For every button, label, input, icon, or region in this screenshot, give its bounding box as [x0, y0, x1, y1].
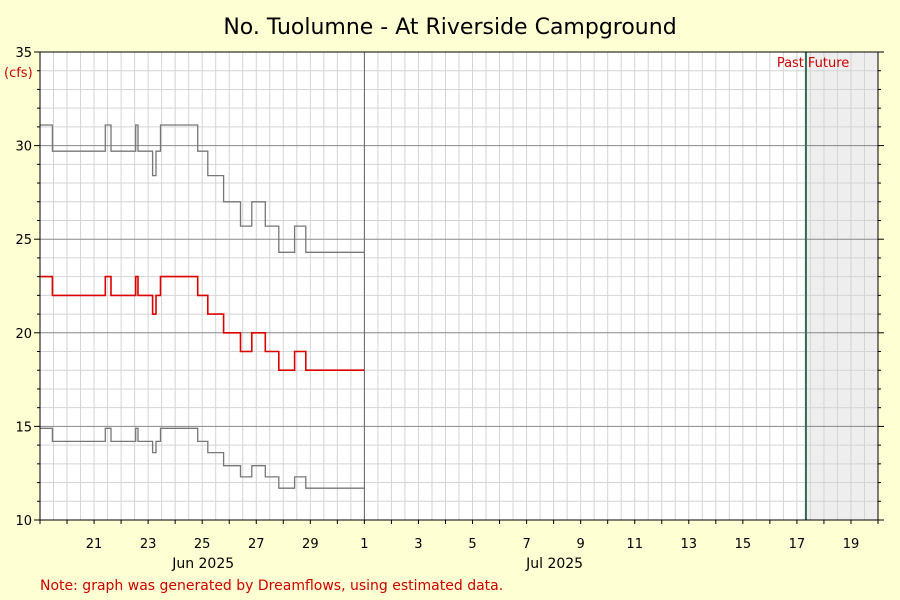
- data-source-note: Note: graph was generated by Dreamflows,…: [40, 578, 503, 594]
- minor-gridlines: [40, 52, 878, 520]
- month-label: Jul 2025: [525, 556, 583, 572]
- future-region: [805, 52, 878, 520]
- chart-title: No. Tuolumne - At Riverside Campground: [223, 15, 676, 40]
- series-layer: [40, 124, 365, 489]
- x-tick-label: 13: [681, 537, 698, 552]
- future-label: Future: [808, 56, 849, 71]
- y-tick-label: 15: [15, 420, 32, 435]
- y-tick-labels: 10 15 20 25 30 35: [15, 46, 32, 529]
- series-line-3: [40, 427, 365, 489]
- x-tick-label: 1: [360, 537, 368, 552]
- x-tick-label: 15: [735, 537, 752, 552]
- month-labels: Jun 2025 Jul 2025: [171, 556, 583, 572]
- series-line-1: [40, 124, 365, 253]
- x-tick-label: 3: [414, 537, 422, 552]
- x-tick-label: 9: [577, 537, 585, 552]
- series-line-2: [40, 275, 365, 372]
- x-tick-label: 25: [194, 537, 211, 552]
- y-tick-label: 25: [15, 233, 32, 248]
- x-tick-label: 7: [522, 537, 530, 552]
- x-tick-label: 29: [302, 537, 319, 552]
- plot-border: [39, 51, 879, 521]
- y-axis-unit-label: (cfs): [4, 66, 33, 81]
- x-tick-label: 19: [843, 537, 860, 552]
- x-tick-label: 27: [248, 537, 265, 552]
- x-tick-label: 17: [789, 537, 806, 552]
- y-tick-label: 10: [15, 514, 32, 529]
- y-tick-label: 30: [15, 140, 32, 155]
- y-tick-label: 35: [15, 46, 32, 61]
- x-tick-labels: 21 23 25 27 29 1 3 5 7 9 11 13 15 17 19: [86, 537, 859, 552]
- past-label: Past: [777, 56, 804, 71]
- major-gridlines: [40, 52, 878, 520]
- x-tick-label: 21: [86, 537, 103, 552]
- y-tick-label: 20: [15, 327, 32, 342]
- month-label: Jun 2025: [171, 556, 234, 572]
- x-tick-label: 23: [140, 537, 157, 552]
- x-tick-label: 11: [626, 537, 643, 552]
- x-tick-label: 5: [468, 537, 476, 552]
